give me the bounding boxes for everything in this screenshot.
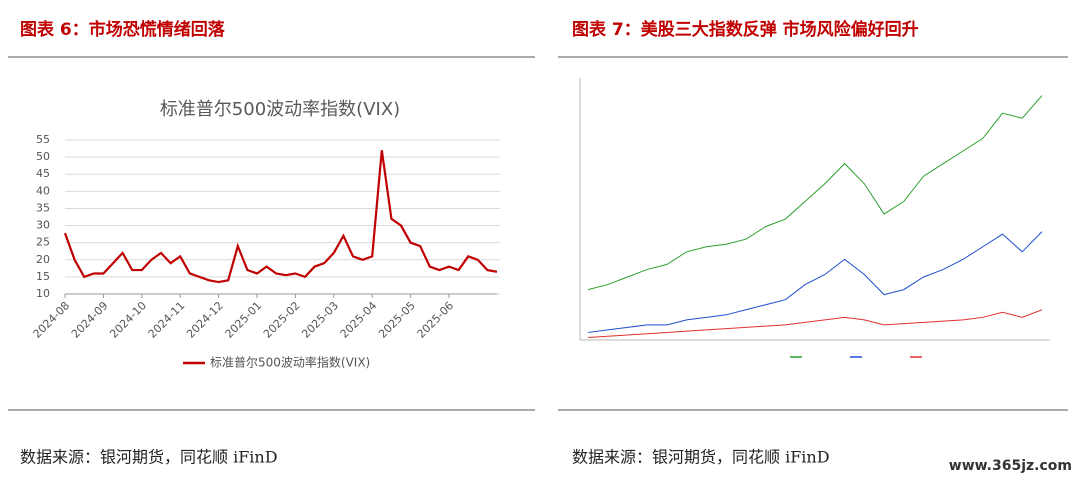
y-tick-label: 10 xyxy=(36,287,50,300)
series-line xyxy=(63,150,498,284)
y-tick-label: 25 xyxy=(36,236,50,249)
y-tick-label: 30 xyxy=(36,219,50,232)
watermark: www.365jz.com xyxy=(949,458,1072,474)
y-tick-label: 35 xyxy=(36,201,50,214)
chart-title: 标准普尔500波动率指数(VIX) xyxy=(160,99,400,120)
series-line xyxy=(587,95,1043,291)
source: 数据来源：银河期货，同花顺 iFinD xyxy=(572,448,830,467)
y-tick-label: 15 xyxy=(36,270,50,283)
y-tick-label: 20 xyxy=(36,253,50,266)
figure-caption: 图表 7：美股三大指数反弹 市场风险偏好回升 xyxy=(572,19,919,40)
y-tick-label: 40 xyxy=(36,184,50,197)
series-line xyxy=(587,309,1043,338)
legend-label: 标准普尔500波动率指数(VIX) xyxy=(210,355,370,370)
figure-caption: 图表 6：市场恐慌情绪回落 xyxy=(20,19,226,40)
y-tick-label: 45 xyxy=(36,167,50,180)
y-tick-label: 50 xyxy=(36,150,50,163)
series-line xyxy=(587,231,1043,333)
y-tick-label: 55 xyxy=(36,133,50,146)
source: 数据来源：银河期货，同花顺 iFinD xyxy=(20,448,278,467)
